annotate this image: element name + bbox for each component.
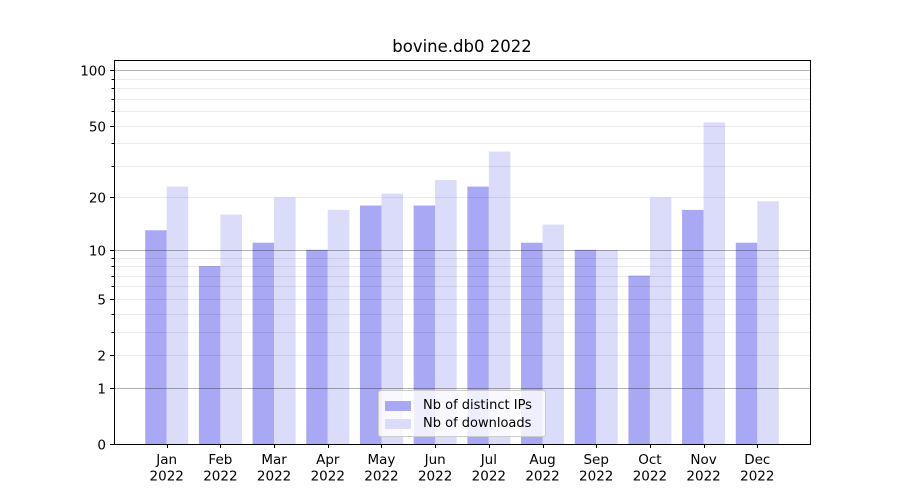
legend-item-downloads: Nb of downloads (385, 415, 539, 433)
bar-nov-nb-of-distinct-ips (682, 209, 704, 444)
x-tick-label-nov: Nov 2022 (686, 452, 720, 485)
bar-oct-nb-of-downloads (649, 197, 672, 444)
legend-swatch-downloads (385, 419, 411, 429)
x-tick-label-sep: Sep 2022 (579, 452, 613, 485)
y-tick-label-1: 1 (97, 381, 106, 397)
y-tick-label-50: 50 (89, 119, 106, 135)
bar-jul-nb-of-downloads (488, 151, 511, 444)
bar-may-nb-of-downloads (381, 193, 403, 444)
y-tick-label-20: 20 (89, 190, 106, 206)
bar-jul-nb-of-distinct-ips (467, 186, 489, 444)
bar-apr-nb-of-distinct-ips (306, 249, 328, 444)
bar-apr-nb-of-downloads (327, 209, 350, 444)
bar-jan-nb-of-distinct-ips (145, 230, 167, 444)
bar-feb-nb-of-downloads (220, 214, 242, 444)
bar-jan-nb-of-downloads (166, 186, 189, 444)
bar-oct-nb-of-distinct-ips (628, 275, 650, 444)
legend-swatch-distinct-ips (385, 401, 411, 411)
x-tick-label-may: May 2022 (364, 452, 398, 485)
chart-title: bovine.db0 2022 (392, 37, 531, 56)
y-tick-label-100: 100 (80, 63, 106, 79)
y-tick-label-5: 5 (97, 292, 106, 308)
x-axis: Jan 2022 Feb 2022 Mar 2022 Apr 2022 May 2022 Jun 20… (150, 444, 774, 485)
bar-nov-nb-of-downloads (703, 122, 726, 445)
bar-jun-nb-of-downloads (435, 180, 457, 444)
y-tick-label-10: 10 (89, 243, 106, 259)
y-tick-label-0: 0 (97, 437, 106, 453)
x-tick-label-dec: Dec 2022 (740, 452, 774, 485)
bar-may-nb-of-distinct-ips (359, 205, 382, 444)
axes-spines (114, 60, 811, 445)
bar-aug-nb-of-downloads (542, 224, 565, 444)
legend: Nb of distinct IPs Nb of downloads (378, 390, 546, 437)
bar-sep-nb-of-distinct-ips (574, 249, 597, 444)
x-tick-label-jun: Jun 2022 (418, 452, 452, 485)
bar-mar-nb-of-downloads (274, 197, 296, 444)
bar-feb-nb-of-distinct-ips (198, 266, 221, 444)
x-tick-label-jan: Jan 2022 (150, 452, 184, 485)
y-tick-label-2: 2 (97, 348, 106, 364)
x-tick-label-jul: Jul 2022 (472, 452, 506, 485)
bar-jun-nb-of-distinct-ips (413, 205, 436, 444)
legend-item-distinct-ips: Nb of distinct IPs (385, 397, 539, 415)
grid-minor (114, 79, 810, 356)
x-tick-label-oct: Oct 2022 (633, 452, 667, 485)
plot-area: Jan 2022 Feb 2022 Mar 2022 Apr 2022 May 2022 Jun 20… (80, 60, 811, 485)
x-tick-label-aug: Aug 2022 (525, 452, 559, 485)
bar-dec-nb-of-downloads (757, 201, 779, 444)
legend-label-distinct-ips: Nb of distinct IPs (423, 398, 532, 413)
bar-sep-nb-of-downloads (596, 249, 618, 444)
series-nb-of-distinct-ips (145, 186, 758, 444)
grid-major (114, 70, 810, 389)
x-tick-label-mar: Mar 2022 (257, 452, 291, 485)
bar-dec-nb-of-distinct-ips (735, 242, 758, 444)
bar-mar-nb-of-distinct-ips (252, 242, 275, 444)
series-nb-of-downloads (166, 122, 779, 445)
x-tick-label-apr: Apr 2022 (311, 452, 345, 485)
legend-label-downloads: Nb of downloads (423, 416, 532, 431)
x-tick-label-feb: Feb 2022 (203, 452, 237, 485)
